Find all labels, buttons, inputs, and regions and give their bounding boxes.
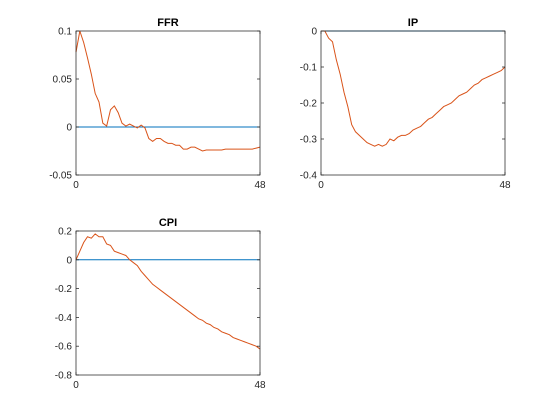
ffr-ytick-label: -0.05: [49, 171, 72, 182]
cpi-xtick-label: 0: [73, 380, 79, 391]
ffr-axes-box: [75, 30, 261, 176]
ip-xtick-label: 48: [499, 180, 511, 191]
ip-ytick-label: -0.3: [300, 135, 318, 146]
ip-panel: IP -0.4 -0.3 -0.2 -0.1 0 0 48: [300, 17, 511, 191]
ip-title: IP: [408, 17, 418, 29]
ip-plot-area: -0.4 -0.3 -0.2 -0.1 0 0 48: [300, 27, 511, 192]
ip-ytick-label: -0.2: [300, 99, 318, 110]
ffr-xtick-label: 48: [254, 180, 266, 191]
cpi-ytick-label: -0.2: [55, 284, 73, 295]
ip-axes-box: [320, 30, 506, 176]
cpi-axes-box: [75, 230, 261, 376]
ip-ytick-label: 0: [311, 27, 317, 38]
cpi-ytick-label: 0.2: [58, 227, 72, 238]
cpi-ytick-label: 0: [66, 255, 72, 266]
cpi-response-line: [75, 233, 261, 350]
ffr-title: FFR: [157, 17, 178, 29]
cpi-panel: CPI -0.8 -0.6 -0.4 -0.2 0 0.2 0 48: [55, 217, 266, 391]
ip-ytick-label: -0.1: [300, 63, 318, 74]
ffr-ytick-label: 0.1: [58, 27, 72, 38]
ip-xtick-label: 0: [318, 180, 324, 191]
cpi-plot-area: -0.8 -0.6 -0.4 -0.2 0 0.2 0 48: [55, 227, 266, 392]
ip-response-line: [321, 30, 506, 147]
ip-ytick-label: -0.4: [300, 171, 318, 182]
cpi-ytick-label: -0.8: [55, 371, 73, 382]
cpi-ytick-label: -0.4: [55, 313, 73, 324]
ffr-xtick-label: 0: [73, 180, 79, 191]
cpi-ytick-label: -0.6: [55, 342, 73, 353]
cpi-title: CPI: [159, 217, 177, 229]
cpi-xtick-label: 48: [254, 380, 266, 391]
ffr-ytick-label: 0.05: [53, 75, 73, 86]
ffr-response-line: [75, 30, 261, 152]
ffr-ytick-label: 0: [66, 123, 72, 134]
